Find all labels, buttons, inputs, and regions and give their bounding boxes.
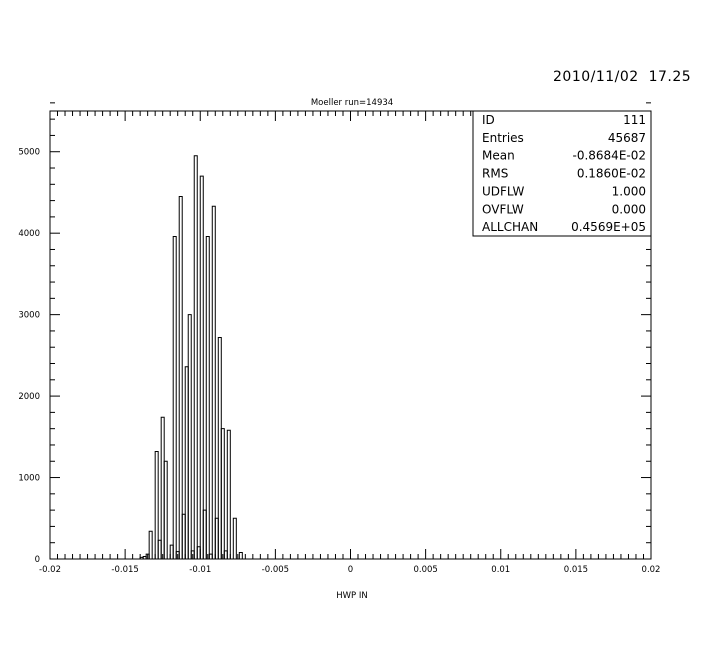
chart-title: Moeller run=14934 <box>311 98 393 108</box>
stats-value: 45687 <box>608 131 646 145</box>
timestamp: 2010/11/02 17.25 <box>553 69 692 85</box>
stats-label: Mean <box>482 149 515 163</box>
stats-label: UDFLW <box>482 184 525 198</box>
histogram-bars <box>139 155 243 559</box>
stats-box: ID 111 Entries 45687 Mean -0.8684E-02 RMS 0.186… <box>472 110 652 237</box>
histogram-bar <box>172 235 177 559</box>
histogram-bar <box>148 530 153 559</box>
stats-value: 0.4569E+05 <box>571 220 646 234</box>
x-tick-label: -0.01 <box>189 565 211 575</box>
histogram-bar <box>232 517 237 559</box>
stats-label: ID <box>482 113 495 127</box>
x-tick-label: 0.015 <box>564 565 588 575</box>
histogram-bar <box>220 428 225 559</box>
stats-label: ALLCHAN <box>482 220 538 234</box>
plot-frame <box>49 110 652 560</box>
y-tick-label: 2000 <box>18 392 40 402</box>
histogram-bar <box>226 429 231 559</box>
y-tick-label: 1000 <box>18 474 40 484</box>
histogram-bar <box>199 175 204 559</box>
y-tick-labels: 0 1000 2000 3000 4000 5000 <box>18 148 40 565</box>
x-tick-label: 0 <box>348 565 353 575</box>
x-tick-label: -0.005 <box>262 565 289 575</box>
y-tick-label: 3000 <box>18 311 40 321</box>
histogram-bar <box>154 450 159 559</box>
histogram-bar <box>193 155 198 559</box>
stats-label: RMS <box>482 167 508 181</box>
x-tick-label: -0.015 <box>111 565 138 575</box>
stats-value: -0.8684E-02 <box>573 149 647 163</box>
y-tick-label: 4000 <box>18 229 40 239</box>
y-tick-label: 0 <box>35 555 40 565</box>
x-tick-label: -0.02 <box>39 565 61 575</box>
stats-box-frame <box>472 110 652 237</box>
histogram-bar <box>238 551 243 559</box>
histogram-bar <box>205 235 210 559</box>
histogram-bar <box>211 205 216 559</box>
x-tick-label: 0.02 <box>642 565 661 575</box>
stats-label: OVFLW <box>482 202 524 216</box>
x-tick-label: 0.005 <box>413 565 437 575</box>
stats-value: 111 <box>623 113 646 127</box>
stats-value: 1.000 <box>612 184 646 198</box>
x-tick-label: 0.01 <box>491 565 510 575</box>
x-axis-label: HWP IN <box>336 591 368 601</box>
histogram-bar <box>163 460 168 559</box>
stats-value: 0.1860E-02 <box>577 167 646 181</box>
stats-value: 0.000 <box>612 202 646 216</box>
x-tick-labels: -0.02 -0.015 -0.01 -0.005 0 0.005 0.01 0.015 0.0… <box>39 565 660 575</box>
stats-label: Entries <box>482 131 524 145</box>
y-tick-label: 5000 <box>18 148 40 158</box>
histogram-bar <box>187 314 192 559</box>
histogram-bar <box>178 196 183 559</box>
